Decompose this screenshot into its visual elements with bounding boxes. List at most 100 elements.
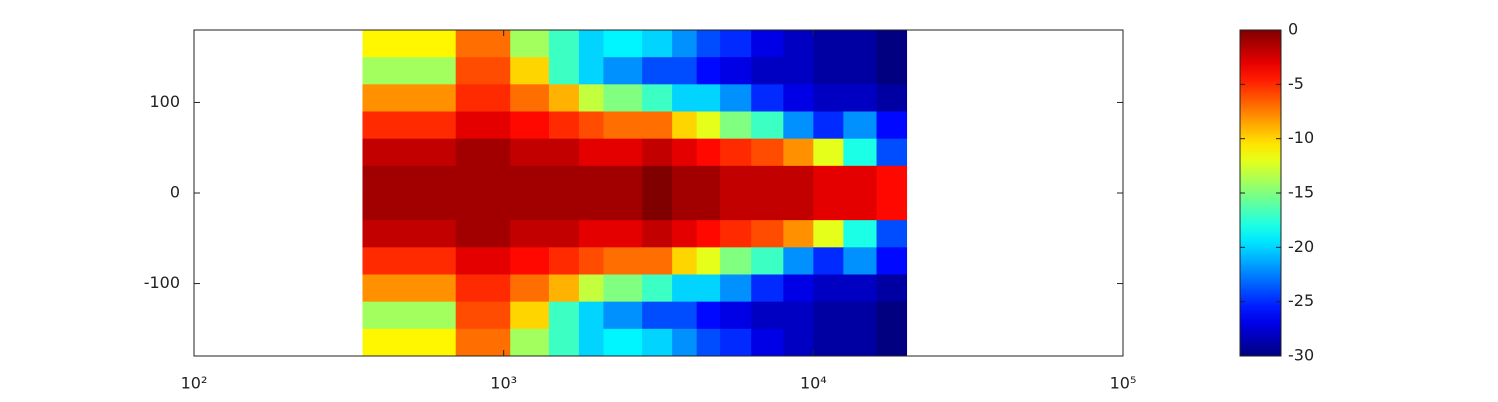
heatmap-cell xyxy=(642,247,673,275)
heatmap-cell xyxy=(843,111,878,140)
heatmap-cell xyxy=(455,301,511,330)
heatmap-cell xyxy=(720,138,752,167)
heatmap-cell xyxy=(510,301,550,330)
heatmap-cell xyxy=(876,301,908,330)
heatmap-cell xyxy=(720,247,752,275)
heatmap-cell xyxy=(813,84,844,112)
heatmap-cell xyxy=(455,84,511,112)
heatmap-cell xyxy=(578,274,604,303)
heatmap-cell xyxy=(510,138,550,167)
heatmap-cell xyxy=(813,328,844,357)
heatmap-cell xyxy=(751,57,784,85)
heatmap-cell xyxy=(751,220,784,248)
colorbar-tick-label: -10 xyxy=(1288,128,1314,147)
heatmap-cell xyxy=(362,274,457,303)
heatmap-cell xyxy=(813,30,844,58)
heatmap-cell xyxy=(603,193,643,221)
heatmap-cell xyxy=(720,165,752,194)
heatmap-cell xyxy=(672,111,698,140)
heatmap-cell xyxy=(642,84,673,112)
heatmap-cell xyxy=(696,328,721,357)
heatmap-cell xyxy=(548,57,580,85)
heatmap-cell xyxy=(672,138,698,167)
heatmap-cell xyxy=(696,57,721,85)
heatmap-cell xyxy=(510,274,550,303)
heatmap-cell xyxy=(548,220,580,248)
heatmap-cell xyxy=(876,193,908,221)
heatmap-cell xyxy=(455,165,511,194)
heatmap-cell xyxy=(843,30,878,58)
heatmap-cell xyxy=(455,138,511,167)
heatmap-cell xyxy=(813,274,844,303)
heatmap-cell xyxy=(603,220,643,248)
heatmap-cell xyxy=(510,57,550,85)
x-tick-label: 10³ xyxy=(490,374,517,393)
heatmap-cell xyxy=(876,220,908,248)
heatmap-cell xyxy=(876,111,908,140)
heatmap-cell xyxy=(362,301,457,330)
heatmap-cell xyxy=(578,247,604,275)
heatmap-cell xyxy=(510,247,550,275)
heatmap-cell xyxy=(843,220,878,248)
heatmap-cell xyxy=(672,301,698,330)
heatmap-cell xyxy=(783,247,814,275)
heatmap-cell xyxy=(362,138,457,167)
heatmap-cell xyxy=(720,57,752,85)
heatmap-cell xyxy=(642,165,673,194)
heatmap-cell xyxy=(642,111,673,140)
heatmap-cell xyxy=(455,57,511,85)
heatmap-cell xyxy=(548,274,580,303)
colorbar-tick-label: -20 xyxy=(1288,237,1314,256)
heatmap-cell xyxy=(783,328,814,357)
x-tick-label: 10⁵ xyxy=(1110,374,1137,393)
heatmap-cell xyxy=(548,193,580,221)
heatmap-cell xyxy=(751,165,784,194)
heatmap-cell xyxy=(510,220,550,248)
heatmap-cell xyxy=(751,30,784,58)
heatmap-cell xyxy=(783,84,814,112)
heatmap-cell xyxy=(720,301,752,330)
heatmap-cell xyxy=(642,30,673,58)
heatmap-cell xyxy=(642,274,673,303)
heatmap-cell xyxy=(672,247,698,275)
heatmap-cell xyxy=(603,84,643,112)
heatmap-cell xyxy=(455,274,511,303)
heatmap-cell xyxy=(642,57,673,85)
heatmap-cell xyxy=(813,111,844,140)
heatmap-cell xyxy=(843,84,878,112)
heatmap-cell xyxy=(510,328,550,357)
heatmap-cell xyxy=(548,138,580,167)
heatmap-cell xyxy=(783,274,814,303)
heatmap-cell xyxy=(813,247,844,275)
heatmap-cell xyxy=(672,30,698,58)
heatmap-cell xyxy=(642,220,673,248)
colorbar-tick-label: 0 xyxy=(1288,20,1298,39)
heatmap-cell xyxy=(642,301,673,330)
heatmap-cell xyxy=(813,301,844,330)
heatmap-cell xyxy=(696,138,721,167)
heatmap-cell xyxy=(578,301,604,330)
heatmap-cell xyxy=(510,165,550,194)
heatmap-cell xyxy=(720,328,752,357)
heatmap-cell xyxy=(876,274,908,303)
heatmap-cell xyxy=(696,165,721,194)
heatmap-cell xyxy=(578,193,604,221)
heatmap-cell xyxy=(751,328,784,357)
heatmap-cell xyxy=(843,274,878,303)
heatmap-cell xyxy=(603,247,643,275)
y-tick-label: 100 xyxy=(149,92,180,111)
heatmap-cell xyxy=(548,30,580,58)
heatmap-cell xyxy=(510,193,550,221)
heatmap-cell xyxy=(783,220,814,248)
heatmap-cell xyxy=(642,138,673,167)
heatmap-cell xyxy=(455,328,511,357)
heatmap-cell xyxy=(672,84,698,112)
heatmap-cell xyxy=(813,57,844,85)
heatmap-cell xyxy=(876,247,908,275)
heatmap-cell xyxy=(362,328,457,357)
heatmap-cell xyxy=(548,111,580,140)
heatmap-cell xyxy=(578,220,604,248)
heatmap-cell xyxy=(876,165,908,194)
heatmap-cell xyxy=(362,111,457,140)
heatmap-cell xyxy=(642,328,673,357)
